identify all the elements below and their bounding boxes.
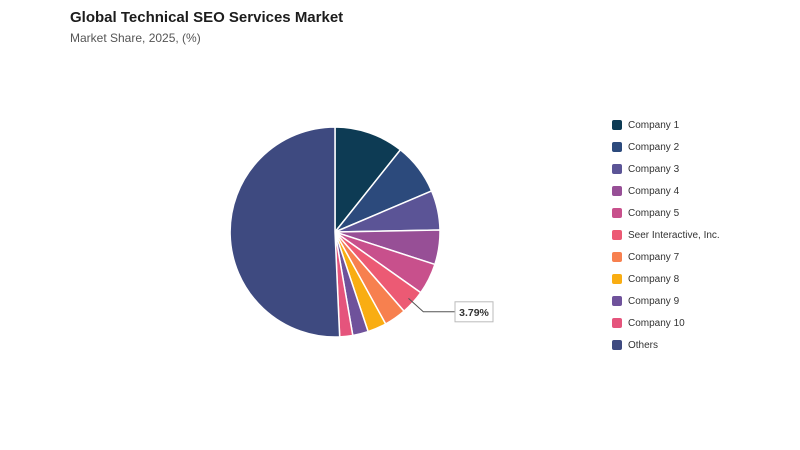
chart-subtitle: Market Share, 2025, (%): [70, 31, 201, 45]
legend-swatch: [612, 318, 622, 328]
legend-swatch: [612, 230, 622, 240]
legend-label: Others: [628, 339, 659, 351]
legend-item-company-4[interactable]: Company 4: [612, 180, 720, 202]
legend-swatch: [612, 252, 622, 262]
legend-swatch: [612, 164, 622, 174]
legend-swatch: [612, 340, 622, 350]
pie-slices: [229, 126, 441, 338]
pie-slice-others[interactable]: [229, 126, 341, 338]
legend-swatch: [612, 296, 622, 306]
legend-label: Company 10: [628, 317, 685, 329]
pie-data-labels: 3.79%: [408, 298, 494, 323]
legend-item-company-5[interactable]: Company 5: [612, 202, 720, 224]
data-label-leader-line: [408, 298, 455, 313]
legend-swatch: [612, 142, 622, 152]
legend-item-company-2[interactable]: Company 2: [612, 136, 720, 158]
legend-label: Company 9: [628, 295, 680, 307]
legend-label: Company 8: [628, 273, 680, 285]
data-label-value: 3.79%: [459, 307, 489, 319]
chart-title: Global Technical SEO Services Market: [70, 9, 344, 26]
legend-item-company-1[interactable]: Company 1: [612, 114, 720, 136]
legend-item-company-7[interactable]: Company 7: [612, 246, 720, 268]
legend-label: Company 5: [628, 207, 680, 219]
legend-item-company-9[interactable]: Company 9: [612, 290, 720, 312]
legend-label: Seer Interactive, Inc.: [628, 229, 720, 241]
legend-swatch: [612, 186, 622, 196]
legend-item-company-10[interactable]: Company 10: [612, 312, 720, 334]
legend-item-company-3[interactable]: Company 3: [612, 158, 720, 180]
legend-item-company-8[interactable]: Company 8: [612, 268, 720, 290]
data-label-box: [454, 301, 494, 323]
legend-label: Company 4: [628, 185, 680, 197]
legend-item-seer-interactive-inc[interactable]: Seer Interactive, Inc.: [612, 224, 720, 246]
legend-swatch: [612, 208, 622, 218]
chart-legend: Company 1 Company 2 Company 3 Company 4 Comp…: [612, 114, 720, 356]
legend-label: Company 1: [628, 119, 680, 131]
pie-slice-company-1[interactable]: [334, 126, 402, 233]
legend-swatch: [612, 274, 622, 284]
legend-item-others[interactable]: Others: [612, 334, 720, 356]
legend-label: Company 3: [628, 163, 680, 175]
legend-label: Company 2: [628, 141, 680, 153]
legend-label: Company 7: [628, 251, 680, 263]
legend-swatch: [612, 120, 622, 130]
